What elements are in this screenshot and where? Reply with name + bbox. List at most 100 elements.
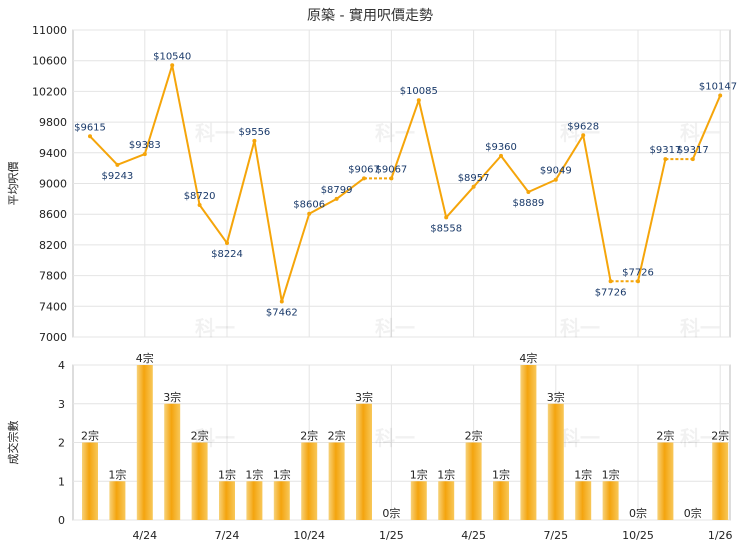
price-point-label: $9049: [540, 166, 572, 177]
watermark-text: 科一: [375, 316, 415, 340]
volume-bar: [136, 365, 153, 520]
bar-y-tick-label: 2: [58, 437, 65, 450]
x-tick-label: 4/25: [461, 529, 486, 542]
volume-bar-label: 2宗: [191, 429, 209, 443]
axes-layer: 7000 7400 7800 8200 8600 9000 9400 9800 10200 106…: [6, 24, 733, 542]
price-point: [608, 279, 613, 284]
volume-bar: [82, 442, 98, 520]
watermark-text: 科一: [560, 426, 600, 450]
volume-bar-label: 1宗: [245, 467, 263, 481]
x-tick-label: 7/24: [215, 529, 240, 542]
volume-bar-label: 4宗: [519, 351, 537, 365]
price-point-label: $8224: [211, 249, 243, 260]
bar-y-tick-label: 1: [58, 475, 65, 488]
price-line-segment: [171, 65, 201, 206]
price-point: [690, 157, 695, 162]
volume-bar: [191, 442, 208, 520]
price-point-label: $8799: [321, 185, 353, 196]
line-y-tick-label: 7800: [39, 270, 67, 283]
bar-y-axis-title: 成交宗數: [6, 421, 20, 465]
volume-bar-label: 3宗: [355, 390, 373, 404]
volume-bar-label: 1宗: [492, 467, 510, 481]
price-point: [444, 215, 449, 220]
line-y-tick-label: 10600: [32, 55, 67, 68]
line-y-tick-label: 10200: [32, 85, 67, 98]
price-line-segment: [472, 155, 502, 188]
line-y-tick-label: 8200: [39, 239, 67, 252]
price-point-label: $9243: [101, 171, 133, 182]
volume-bar-label: 1宗: [273, 467, 291, 481]
volume-bar: [273, 481, 290, 520]
price-point: [553, 177, 558, 182]
price-point: [663, 157, 668, 162]
volume-bar: [575, 481, 592, 520]
price-point-label: $9317: [649, 145, 681, 156]
volume-bar-label: 2宗: [656, 429, 674, 443]
x-tick-label: 1/26: [708, 529, 733, 542]
price-point-label: $9556: [238, 127, 270, 138]
price-point-label: $10540: [153, 51, 191, 62]
x-tick-label: 7/25: [543, 529, 568, 542]
watermark-text: 科一: [375, 121, 415, 145]
volume-bar-label: 1宗: [410, 467, 428, 481]
volume-bar: [219, 481, 235, 520]
volume-bar-label: 2宗: [465, 429, 483, 443]
price-point: [499, 153, 503, 158]
price-line-segment: [253, 140, 283, 302]
volume-bar: [465, 442, 482, 520]
price-point: [471, 184, 476, 189]
volume-bar: [547, 403, 564, 520]
price-point: [88, 134, 92, 139]
volume-bar-label: 1宗: [108, 467, 126, 481]
labels-layer: 2宗 1宗 4宗 3宗 2宗 1宗 1宗 1宗 2宗 2宗 3宗 0宗 1宗 1宗 2宗 1宗 4宗 3宗 1宗 1宗…: [74, 51, 737, 520]
bar-y-tick-label: 4: [58, 359, 65, 372]
price-point: [389, 176, 394, 181]
watermark-text: 科一: [375, 426, 415, 450]
line-y-tick-label: 7000: [39, 331, 67, 344]
volume-bar: [356, 403, 372, 520]
volume-bar: [410, 481, 427, 520]
line-y-tick-label: 9800: [39, 116, 67, 129]
line-y-tick-label: 8600: [39, 208, 67, 221]
price-point-label: $9360: [485, 142, 517, 153]
volume-bar: [602, 481, 619, 520]
price-line-segment: [637, 158, 667, 282]
price-point-label: $8606: [293, 200, 325, 211]
grid-layer: [72, 29, 731, 521]
price-line-segment: [89, 135, 119, 166]
price-line-segment: [198, 204, 228, 244]
price-point: [362, 176, 366, 181]
volume-bar: [438, 481, 455, 520]
price-line-segment: [417, 99, 448, 218]
volume-bar: [301, 442, 318, 520]
x-tick-label: 10/25: [622, 529, 654, 542]
price-point-label: $9383: [129, 140, 161, 151]
price-line-segment: [335, 177, 365, 200]
line-y-tick-label: 7400: [39, 300, 67, 313]
price-line-segment: [691, 95, 722, 160]
price-line-segment: [226, 140, 256, 244]
volume-bar-label: 2宗: [711, 429, 729, 443]
bar-y-tick-label: 3: [58, 398, 65, 411]
volume-bar-label: 0宗: [684, 506, 702, 520]
volume-bar-label: 2宗: [328, 429, 346, 443]
price-line-segment: [390, 99, 420, 179]
volume-bar-label: 4宗: [136, 351, 154, 365]
price-point: [526, 190, 531, 195]
price-point-label: $9067: [348, 164, 380, 175]
price-point: [334, 196, 339, 201]
price-point: [252, 138, 257, 143]
volume-bar-label: 2宗: [300, 429, 318, 443]
price-line-segment: [527, 178, 557, 193]
volume-bar-label: 0宗: [382, 506, 400, 520]
bar-y-tick-label: 0: [58, 514, 65, 527]
line-y-axis-title: 平均呎價: [6, 162, 20, 206]
price-point-label: $10147: [699, 81, 737, 92]
x-tick-label: 10/24: [293, 529, 325, 542]
price-point-label: $9628: [567, 121, 599, 132]
chart-title: 原築 - 實用呎價走勢: [307, 7, 433, 24]
volume-bar: [493, 481, 509, 520]
volume-bar-label: 1宗: [574, 467, 592, 481]
